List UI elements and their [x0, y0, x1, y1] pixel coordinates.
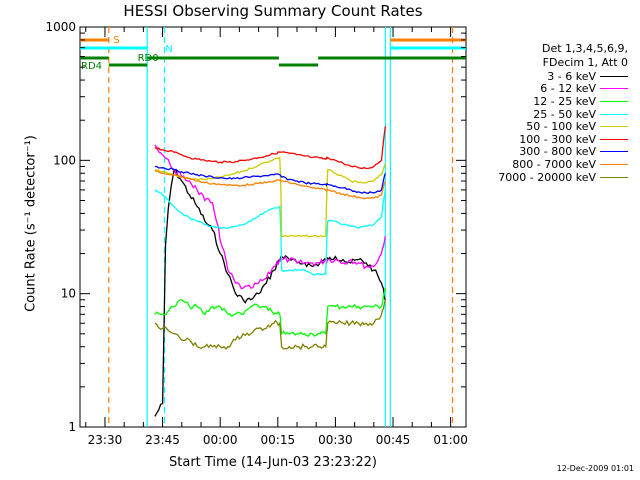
x-tick-label: 00:00	[203, 433, 238, 447]
x-axis-label: Start Time (14-Jun-03 23:23:22)	[169, 455, 377, 470]
x-tick-label: 00:15	[261, 433, 296, 447]
legend-label: 300 - 800 keV	[519, 145, 596, 159]
series-line	[154, 299, 386, 351]
legend-label: 12 - 25 keV	[533, 94, 596, 108]
legend-swatch	[600, 88, 628, 90]
legend-header-line: Det 1,3,4,5,6,9,	[541, 42, 628, 55]
x-tick-label: 23:45	[145, 433, 180, 447]
x-tick-label: 01:00	[433, 433, 468, 447]
axes-layer: 1 10 100 1000 23:30 23:45 00:00 00:15 00:30 00:45…	[45, 20, 467, 447]
legend-swatch	[600, 163, 628, 165]
y-tick-label: 1000	[45, 20, 76, 34]
chart-title: HESSI Observing Summary Count Rates	[123, 2, 423, 20]
x-tick-label: 00:30	[318, 433, 353, 447]
legend-swatch	[600, 176, 628, 178]
flag-label: RD4	[81, 61, 102, 72]
legend-swatch	[600, 75, 628, 77]
legend-item: 25 - 50 keV	[468, 108, 628, 121]
legend-item: 12 - 25 keV	[468, 95, 628, 108]
flag-label: N	[165, 44, 172, 55]
flag-label: RD0	[138, 53, 159, 64]
legend-swatch	[600, 113, 628, 115]
legend-item: 7000 - 20000 keV	[468, 171, 628, 184]
flag-lines: S N RD0 RD4	[80, 27, 466, 427]
legend-label: 6 - 12 keV	[540, 82, 596, 96]
legend-item: 6 - 12 keV	[468, 82, 628, 96]
legend-item: 800 - 7000 keV	[468, 158, 628, 171]
series-line	[154, 156, 386, 238]
footer-date: 12-Dec-2009 01:01	[556, 464, 634, 473]
legend-label: 3 - 6 keV	[547, 69, 596, 83]
legend-label: 800 - 7000 keV	[512, 157, 596, 171]
legend-swatch	[600, 100, 628, 102]
legend-item: 100 - 300 keV	[468, 133, 628, 146]
x-tick-label: 23:30	[88, 433, 123, 447]
legend-label: 25 - 50 keV	[533, 107, 596, 121]
legend: 3 - 6 keV 6 - 12 keV 12 - 25 keV 25 - 50 ke…	[468, 70, 628, 184]
legend-label: 50 - 100 keV	[526, 120, 596, 134]
legend-label: 100 - 300 keV	[519, 132, 596, 146]
flag-label: S	[113, 35, 119, 46]
plot-frame	[79, 26, 467, 428]
legend-header: Det 1,3,4,5,6,9, FDecim 1, Att 0	[478, 42, 628, 70]
legend-item: 3 - 6 keV	[468, 70, 628, 83]
series-line	[154, 189, 386, 276]
y-tick-label: 1	[68, 420, 76, 434]
y-tick-label: 10	[61, 287, 76, 301]
legend-swatch	[600, 151, 628, 153]
legend-item: 300 - 800 keV	[468, 145, 628, 159]
legend-item: 50 - 100 keV	[468, 120, 628, 133]
series-line	[154, 169, 386, 417]
legend-header-line: FDecim 1, Att 0	[542, 56, 628, 69]
legend-swatch	[600, 126, 628, 128]
series-line	[154, 170, 386, 200]
series-line	[154, 287, 386, 337]
x-tick-label: 00:45	[376, 433, 411, 447]
series-line	[154, 126, 386, 170]
y-axis-label: Count Rate (s⁻¹ detector⁻¹)	[23, 135, 39, 312]
series-line	[154, 165, 386, 195]
legend-label: 7000 - 20000 keV	[498, 170, 596, 184]
legend-swatch	[600, 138, 628, 140]
y-tick-label: 100	[53, 153, 76, 167]
series-line	[154, 144, 386, 290]
series-layer	[154, 126, 386, 417]
